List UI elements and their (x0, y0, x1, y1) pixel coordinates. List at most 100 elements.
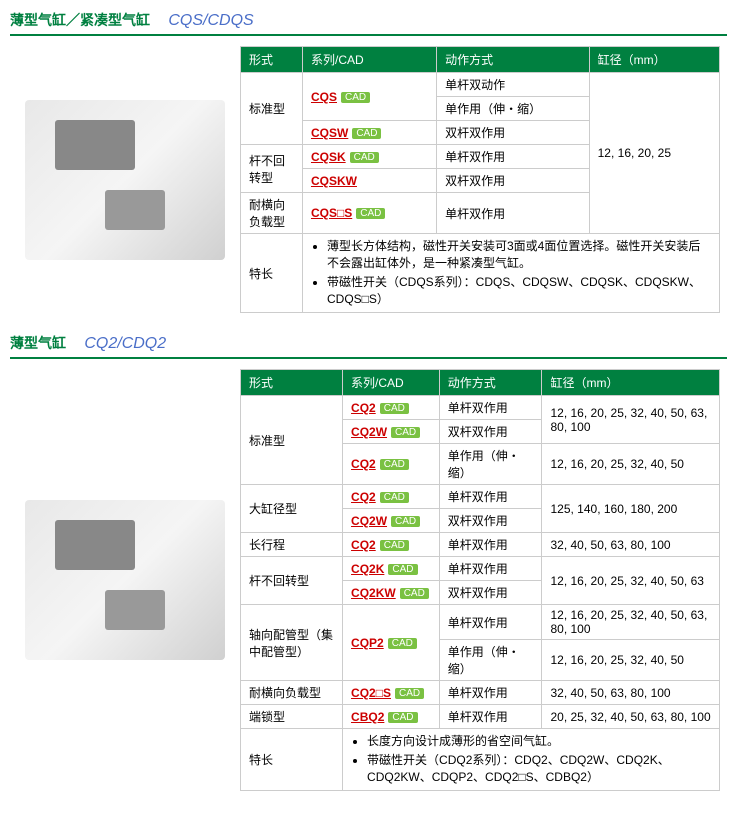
series-link[interactable]: CQSKW (311, 174, 357, 188)
cell-action: 单杆双作用 (439, 396, 542, 420)
cell-bore: 20, 25, 32, 40, 50, 63, 80, 100 (542, 705, 720, 729)
cell-series: CQP2 CAD (343, 605, 440, 681)
table-header-row: 形式 系列/CAD 动作方式 缸径（mm） (241, 370, 720, 396)
series-link[interactable]: CQS□S (311, 206, 352, 220)
col-series: 系列/CAD (302, 47, 436, 73)
cad-icon[interactable]: CAD (356, 208, 385, 219)
cad-icon[interactable]: CAD (380, 459, 409, 470)
table-feature-row: 特长 长度方向设计成薄形的省空间气缸。 带磁性开关（CDQ2系列）：CDQ2、C… (241, 729, 720, 791)
cell-series: CQ2 CAD (343, 396, 440, 420)
cell-action: 双杆双作用 (437, 121, 589, 145)
cad-icon[interactable]: CAD (391, 516, 420, 527)
series-link[interactable]: CQSW (311, 126, 348, 140)
cell-features: 薄型长方体结构，磁性开关安装可3面或4面位置选择。磁性开关安装后不会露出缸体外，… (302, 234, 719, 313)
table-row: 标准型 CQ2CAD 单杆双作用 12, 16, 20, 25, 32, 40,… (241, 396, 720, 420)
series-link[interactable]: CQS (311, 90, 337, 104)
col-action: 动作方式 (439, 370, 542, 396)
series-link[interactable]: CQ2W (351, 425, 387, 439)
cell-series: CQ2K CAD (343, 557, 440, 581)
cell-type: 耐横向负载型 (241, 193, 303, 234)
col-bore: 缸径（mm） (589, 47, 719, 73)
cad-icon[interactable]: CAD (391, 427, 420, 438)
feature-item: 带磁性开关（CDQS系列）：CDQS、CDQSW、CDQSK、CDQSKW、CD… (327, 273, 711, 307)
section-body: 形式 系列/CAD 动作方式 缸径（mm） 标准型 CQ2 CAD 单杆双作用 1… (10, 369, 727, 791)
cell-type: 标准型 (241, 396, 343, 485)
series-link[interactable]: CBQ2 (351, 710, 384, 724)
cell-series: CQ2 CAD (343, 444, 440, 485)
cell-series: CQSK CAD (302, 145, 436, 169)
cell-series: CQ2 CAD (343, 485, 440, 509)
table-row: 杆不回转型 CQ2KCAD 单杆双作用 12, 16, 20, 25, 32, … (241, 557, 720, 581)
cad-icon[interactable]: CAD (380, 492, 409, 503)
section-title-cn: 薄型气缸／紧凑型气缸 (10, 12, 150, 28)
cell-action: 单杆双作用 (439, 681, 542, 705)
cell-series: CQ2□SCAD (343, 681, 440, 705)
cad-icon[interactable]: CAD (400, 588, 429, 599)
cad-icon[interactable]: CAD (341, 92, 370, 103)
table-row: 轴向配管型（集中配管型） CQP2CAD 单杆双作用 12, 16, 20, 2… (241, 605, 720, 640)
cell-type: 杆不回转型 (241, 557, 343, 605)
cad-icon[interactable]: CAD (350, 152, 379, 163)
series-link[interactable]: CQ2K (351, 562, 384, 576)
cell-type: 杆不回转型 (241, 145, 303, 193)
section-body: 形式 系列/CAD 动作方式 缸径（mm） 标准型 CQSCAD 单杆双动作 1… (10, 46, 727, 313)
feature-item: 薄型长方体结构，磁性开关安装可3面或4面位置选择。磁性开关安装后不会露出缸体外，… (327, 237, 711, 271)
cell-action: 双杆双作用 (439, 509, 542, 533)
table-row: 长行程 CQ2 CAD 单杆双作用 32, 40, 50, 63, 80, 100 (241, 533, 720, 557)
cell-action: 单杆双作用 (439, 605, 542, 640)
cell-series: CQSW CAD (302, 121, 436, 145)
series-link[interactable]: CQ2 (351, 457, 376, 471)
cell-bore: 12, 16, 20, 25, 32, 40, 50 (542, 444, 720, 485)
cad-icon[interactable]: CAD (388, 564, 417, 575)
cell-type: 端锁型 (241, 705, 343, 729)
cell-action: 单杆双作用 (439, 485, 542, 509)
cell-feature-label: 特长 (241, 234, 303, 313)
cad-icon[interactable]: CAD (388, 638, 417, 649)
series-link[interactable]: CQ2 (351, 490, 376, 504)
cad-icon[interactable]: CAD (380, 403, 409, 414)
cell-series: CQ2KW CAD (343, 581, 440, 605)
feature-item: 长度方向设计成薄形的省空间气缸。 (367, 732, 711, 749)
cell-series: CQS CAD (302, 73, 436, 121)
cell-bore: 32, 40, 50, 63, 80, 100 (542, 533, 720, 557)
series-link[interactable]: CQSK (311, 150, 346, 164)
cell-series: CBQ2 CAD (343, 705, 440, 729)
cad-icon[interactable]: CAD (352, 128, 381, 139)
cell-action: 单杆双作用 (439, 533, 542, 557)
cell-type: 大缸径型 (241, 485, 343, 533)
table-header-row: 形式 系列/CAD 动作方式 缸径（mm） (241, 47, 720, 73)
cell-bore: 125, 140, 160, 180, 200 (542, 485, 720, 533)
cell-series: CQ2W CAD (343, 509, 440, 533)
section-cqs: 薄型气缸／紧凑型气缸 CQS/CDQS 形式 系列/CAD 动作方式 缸径（mm… (10, 10, 727, 313)
cad-icon[interactable]: CAD (388, 712, 417, 723)
series-link[interactable]: CQ2W (351, 514, 387, 528)
section-cq2: 薄型气缸 CQ2/CDQ2 形式 系列/CAD 动作方式 缸径（mm） 标准型 … (10, 333, 727, 791)
cell-action: 单杆双作用 (437, 193, 589, 234)
cell-action: 双杆双作用 (439, 420, 542, 444)
cell-action: 单杆双作用 (439, 705, 542, 729)
cell-type: 轴向配管型（集中配管型） (241, 605, 343, 681)
cell-type: 长行程 (241, 533, 343, 557)
series-link[interactable]: CQ2 (351, 401, 376, 415)
table-row: 端锁型 CBQ2 CAD 单杆双作用 20, 25, 32, 40, 50, 63… (241, 705, 720, 729)
cell-action: 单作用（伸・缩） (439, 444, 542, 485)
feature-list: 长度方向设计成薄形的省空间气缸。 带磁性开关（CDQ2系列）：CDQ2、CDQ2… (351, 732, 711, 785)
cad-icon[interactable]: CAD (380, 540, 409, 551)
series-link[interactable]: CQ2KW (351, 586, 396, 600)
cad-icon[interactable]: CAD (395, 688, 424, 699)
col-type: 形式 (241, 370, 343, 396)
col-series: 系列/CAD (343, 370, 440, 396)
series-link[interactable]: CQP2 (351, 636, 384, 650)
cell-series: CQS□S CAD (302, 193, 436, 234)
cell-feature-label: 特长 (241, 729, 343, 791)
feature-item: 带磁性开关（CDQ2系列）：CDQ2、CDQ2W、CDQ2K、CDQ2KW、CD… (367, 751, 711, 785)
col-bore: 缸径（mm） (542, 370, 720, 396)
spec-table-cqs: 形式 系列/CAD 动作方式 缸径（mm） 标准型 CQSCAD 单杆双动作 1… (240, 46, 720, 313)
cell-action: 单作用（伸・缩） (439, 640, 542, 681)
cell-bore: 12, 16, 20, 25, 32, 40, 50 (542, 640, 720, 681)
table-feature-row: 特长 薄型长方体结构，磁性开关安装可3面或4面位置选择。磁性开关安装后不会露出缸… (241, 234, 720, 313)
table-row: 标准型 CQSCAD 单杆双动作 12, 16, 20, 25 (241, 73, 720, 97)
spec-table-cq2: 形式 系列/CAD 动作方式 缸径（mm） 标准型 CQ2 CAD 单杆双作用 1… (240, 369, 720, 791)
series-link[interactable]: CQ2 (351, 538, 376, 552)
cell-type: 标准型 (241, 73, 303, 145)
